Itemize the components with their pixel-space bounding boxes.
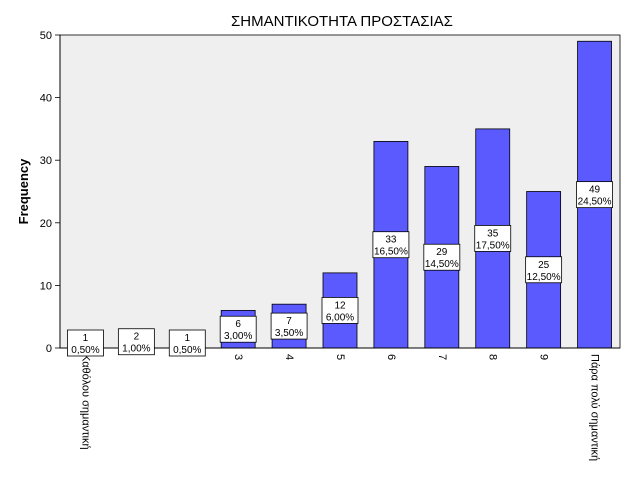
y-tick-label: 50 <box>40 30 52 42</box>
data-label-box <box>321 297 359 324</box>
data-label-count: 12 <box>334 300 346 311</box>
data-label-box <box>474 225 512 252</box>
chart-title: ΣΗΜΑΝΤΙΚΟΤΗΤΑ ΠΡΟΣΤΑΣΙΑΣ <box>231 13 453 30</box>
data-label-percent: 17,50% <box>476 240 510 251</box>
data-label-box <box>117 328 155 356</box>
data-label-count: 1 <box>83 333 89 344</box>
y-tick-label: 40 <box>40 93 52 105</box>
data-label-box <box>525 256 563 284</box>
y-axis: 0 10 20 30 40 50 <box>40 30 61 355</box>
x-tick-label: 5 <box>334 354 346 360</box>
data-label-count: 1 <box>184 333 190 344</box>
data-label-count: 25 <box>538 260 550 271</box>
data-label-percent: 1,00% <box>122 344 150 355</box>
x-tick-label: Πάρα πολύ σημαντική <box>589 354 601 461</box>
data-label-percent: 6,00% <box>326 312 354 323</box>
x-tick-label: 6 <box>385 354 397 360</box>
data-label-count: 2 <box>134 332 140 343</box>
data-label-box <box>423 243 461 271</box>
data-label-percent: 14,50% <box>425 259 459 270</box>
x-tick-label: 4 <box>283 354 295 360</box>
data-labels: 10,50%21,00%10,50%63,00%73,50%126,00%331… <box>67 181 613 357</box>
x-axis: Καθόλου σημαντική 3 4 5 6 7 8 9 Πάρα πολύ σημαντ… <box>60 347 620 461</box>
x-tick-label: Καθόλου σημαντική <box>79 354 91 450</box>
data-label-count: 7 <box>286 316 292 327</box>
data-label-count: 49 <box>589 185 601 196</box>
y-axis-label: Frequency <box>16 158 31 225</box>
data-label-box <box>67 329 104 357</box>
y-tick-label: 0 <box>46 343 52 355</box>
data-label-box <box>219 315 257 343</box>
y-tick-label: 20 <box>40 218 52 230</box>
data-label-percent: 16,50% <box>374 247 408 258</box>
data-label-count: 35 <box>487 228 499 239</box>
data-label-box <box>270 312 308 340</box>
data-label-percent: 3,50% <box>275 328 303 339</box>
data-label-count: 29 <box>436 247 448 258</box>
x-tick-label: 7 <box>436 354 448 360</box>
y-tick-label: 10 <box>40 280 52 292</box>
data-label-box <box>372 231 410 259</box>
data-label-box <box>168 329 206 357</box>
data-label-percent: 0,50% <box>71 345 99 356</box>
data-label-percent: 0,50% <box>173 345 201 356</box>
data-label-count: 6 <box>235 319 241 330</box>
data-label-count: 33 <box>385 235 397 246</box>
x-tick-label: 9 <box>538 354 550 360</box>
data-label-percent: 12,50% <box>527 272 561 283</box>
x-tick-label: 3 <box>232 354 244 360</box>
data-label-box <box>576 181 613 209</box>
data-label-percent: 3,00% <box>224 331 252 342</box>
data-label-percent: 24,50% <box>578 197 612 208</box>
y-tick-label: 30 <box>40 155 52 167</box>
x-tick-label: 8 <box>487 354 499 360</box>
